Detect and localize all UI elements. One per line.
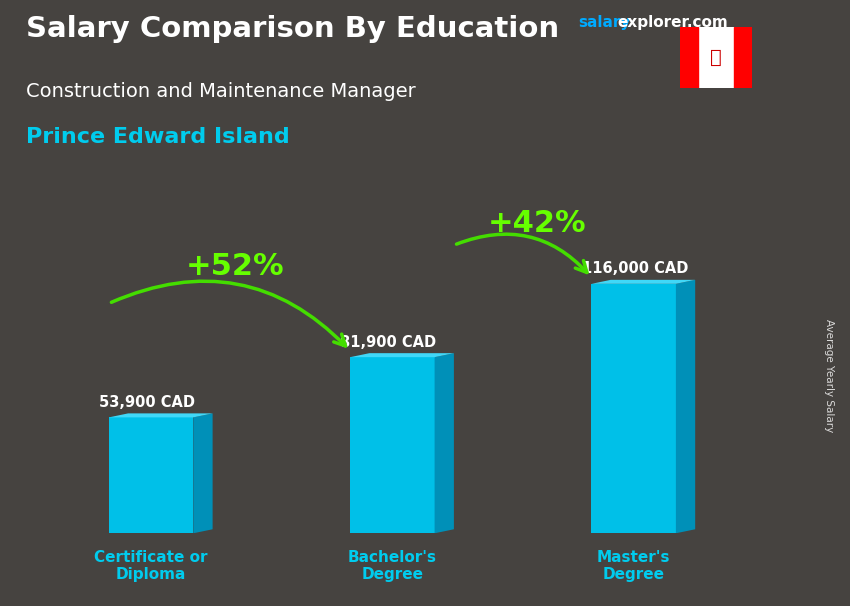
Text: Average Yearly Salary: Average Yearly Salary — [824, 319, 834, 432]
Text: explorer.com: explorer.com — [617, 15, 728, 30]
Polygon shape — [592, 284, 676, 533]
Polygon shape — [193, 413, 212, 533]
Text: +52%: +52% — [186, 252, 285, 281]
Text: Salary Comparison By Education: Salary Comparison By Education — [26, 15, 558, 43]
Text: 🍁: 🍁 — [711, 48, 722, 67]
Text: 53,900 CAD: 53,900 CAD — [99, 395, 196, 410]
Polygon shape — [109, 413, 212, 418]
Polygon shape — [109, 418, 193, 533]
Polygon shape — [676, 280, 695, 533]
Text: Prince Edward Island: Prince Edward Island — [26, 127, 289, 147]
Bar — [680, 27, 698, 88]
Text: salary: salary — [578, 15, 631, 30]
Text: 116,000 CAD: 116,000 CAD — [581, 261, 689, 276]
Text: Construction and Maintenance Manager: Construction and Maintenance Manager — [26, 82, 416, 101]
Polygon shape — [434, 353, 454, 533]
Polygon shape — [350, 357, 434, 533]
Text: 81,900 CAD: 81,900 CAD — [341, 335, 437, 350]
Polygon shape — [592, 280, 695, 284]
Bar — [734, 27, 752, 88]
Polygon shape — [350, 353, 454, 357]
Text: +42%: +42% — [488, 209, 586, 238]
